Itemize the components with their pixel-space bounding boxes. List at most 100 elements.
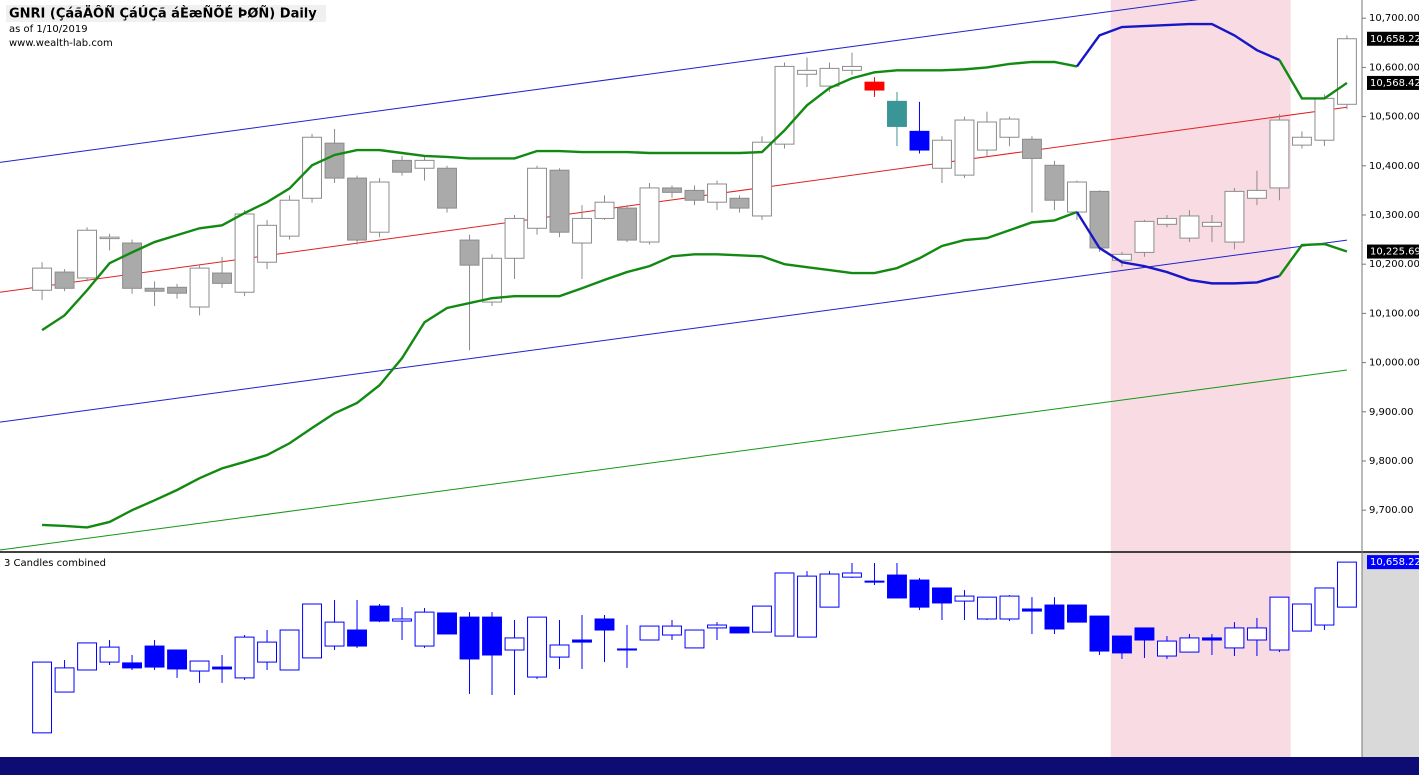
candle-body [1156,640,1177,657]
y-tick-label: 10,600.00 [1369,62,1419,73]
candle-body [1291,603,1312,632]
candle-body [617,207,637,241]
candle-body [1156,217,1177,225]
y-tick-label: 10,100.00 [1369,308,1419,319]
candle-body [797,69,817,75]
price-panel [0,0,1357,551]
candle-body [909,130,930,151]
axis-background [1362,553,1419,757]
subtitle: as of 1/10/2019 [9,24,88,35]
candle-body [1314,587,1335,626]
last-value-box [1367,555,1419,570]
candle-body [1336,38,1357,105]
candle-body [684,189,705,201]
candle-body [99,646,120,663]
candle-body [392,618,412,622]
last-value-label: 10,658.22 [1370,34,1419,45]
candle-body [1044,604,1065,630]
candle-body [347,629,367,647]
candle-body [369,181,390,233]
candle-body [167,649,188,670]
candle-body [77,229,98,279]
title-box [6,5,326,22]
candle-body [774,65,795,145]
candle-body [932,587,952,604]
candle-body [32,661,53,734]
band-line [1075,22,1280,68]
candle-body [234,636,255,679]
candle-body [1089,615,1110,652]
candle-body [54,667,75,693]
y-tick-label: 10,400.00 [1369,161,1419,172]
candle-body [864,81,885,91]
candle-body [414,159,435,169]
highlight-region [1110,553,1291,757]
last-value-label: 10,225.69 [1370,247,1419,258]
trend-line [0,0,1199,163]
candle-body [302,136,322,199]
candle-body [1112,635,1132,654]
candle-body [842,572,862,578]
last-value-label: 10,658.22 [1370,557,1419,568]
candle-body [887,100,907,127]
candle-body [594,618,615,631]
candle-body [167,286,188,294]
candle-body [1269,596,1290,651]
trend-line [0,369,1347,551]
candle-body [77,642,98,671]
band-line [1075,211,1280,285]
candle-body [977,596,997,620]
candle-body [594,201,615,219]
candle-body [864,580,885,583]
candle-body [279,629,300,671]
trend-line [0,239,1347,423]
y-tick-label: 10,500.00 [1369,112,1419,123]
candle-body [999,118,1020,138]
candle-body [707,183,727,203]
candle-body [414,611,435,647]
candle-body [1044,164,1065,201]
candle-body [752,141,772,217]
candle-body [212,272,232,284]
band-line [41,60,1078,332]
candle-body [257,224,277,263]
candle-body [549,644,570,658]
y-tick-label: 9,700.00 [1369,505,1414,516]
date-strip [0,757,1419,775]
last-value-box [1367,75,1419,90]
trend-line [0,106,1347,293]
candle-body [1022,138,1042,159]
candle-body [482,257,502,303]
candle-body [144,645,165,668]
candle-body [1067,181,1087,213]
band-line [1278,242,1348,277]
panel-title: 3 Candles combined [4,558,106,569]
candle-body [122,662,143,669]
candle-body [527,167,547,229]
candle-body [752,605,772,633]
candle-body [32,267,53,291]
candle-body [459,616,480,660]
candle-body [437,167,457,209]
candle-body [662,187,682,193]
candle-body [1179,637,1200,653]
candle-body [437,612,457,635]
highlight-region [1110,0,1291,551]
y-tick-label: 10,300.00 [1369,210,1419,221]
combined-panel [32,553,1357,757]
candle-body [954,595,975,602]
last-value-box [1367,244,1419,259]
last-value-label: 10,568.42 [1370,78,1419,89]
candle-body [684,629,705,649]
candle-body [1246,627,1267,641]
candle-body [1336,561,1357,608]
candle-body [527,616,547,678]
candle-body [302,603,322,659]
candle-body [504,217,525,259]
candle-body [1224,190,1245,243]
candle-body [549,169,570,233]
y-tick-label: 10,000.00 [1369,358,1419,369]
candle-body [1291,136,1312,146]
candle-body [977,121,997,151]
last-value-box [1367,31,1419,46]
